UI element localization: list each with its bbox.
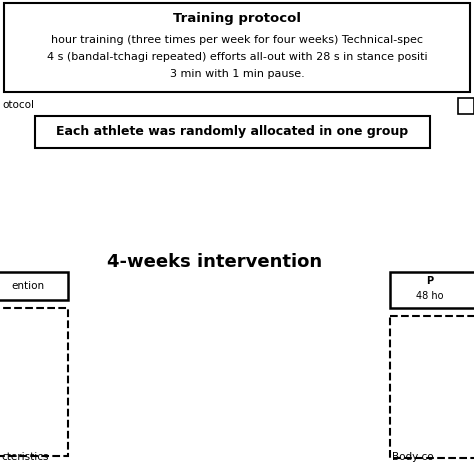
Text: Body co: Body co <box>392 452 434 462</box>
Bar <box>390 316 474 458</box>
Text: Training protocol: Training protocol <box>173 11 301 25</box>
Text: cteristics: cteristics <box>1 452 48 462</box>
Bar <box>0 272 68 300</box>
Bar <box>35 116 430 148</box>
Text: 48 ho: 48 ho <box>416 291 444 301</box>
Bar <box>390 272 474 308</box>
Text: 3 min with 1 min pause.: 3 min with 1 min pause. <box>170 69 304 79</box>
Text: Each athlete was randomly allocated in one group: Each athlete was randomly allocated in o… <box>56 126 409 138</box>
Text: ention: ention <box>11 281 45 291</box>
Text: hour training (three times per week for four weeks) Technical-spec: hour training (three times per week for … <box>51 35 423 45</box>
Bar <box>458 98 474 114</box>
Text: 4-weeks intervention: 4-weeks intervention <box>108 253 323 271</box>
Bar <box>0 308 68 456</box>
Text: P: P <box>427 276 434 286</box>
Bar <box>4 3 470 92</box>
Text: otocol: otocol <box>2 100 34 110</box>
Text: 4 s (bandal-tchagi repeated) efforts all-out with 28 s in stance positi: 4 s (bandal-tchagi repeated) efforts all… <box>46 52 428 62</box>
